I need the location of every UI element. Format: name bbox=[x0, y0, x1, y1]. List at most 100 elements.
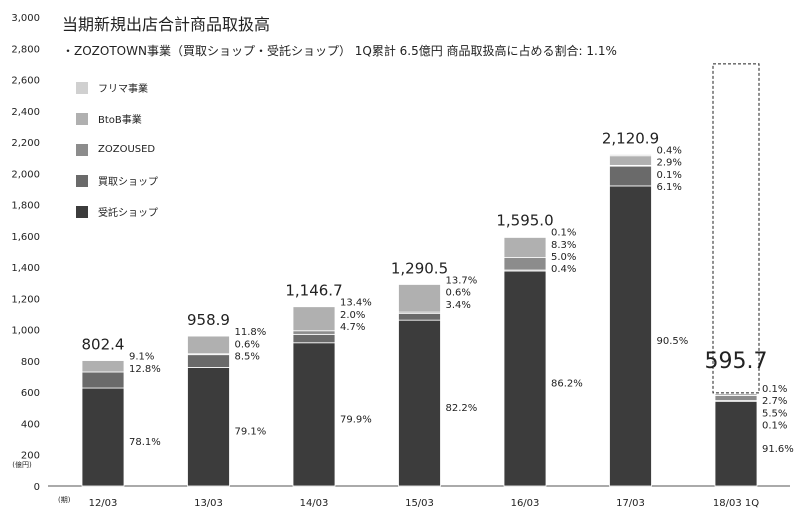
bar-segment bbox=[187, 367, 230, 487]
legend-item-zozoused: ZOZOUSED bbox=[76, 134, 216, 165]
bar-total-label: 802.4 bbox=[82, 336, 125, 354]
segment-percent-label: 13.7% bbox=[446, 275, 478, 286]
bar-segment bbox=[714, 395, 758, 401]
bar-segment bbox=[609, 155, 652, 166]
segment-percent-label: 79.9% bbox=[340, 414, 372, 425]
segment-percent-label: 90.5% bbox=[657, 336, 689, 347]
segment-percent-label: 91.6% bbox=[762, 444, 794, 455]
segment-percent-label: 13.4% bbox=[340, 298, 372, 309]
legend-item-btob: BtoB事業 bbox=[76, 103, 216, 134]
bar-total-label: 1,290.5 bbox=[391, 259, 448, 277]
bar-segment bbox=[187, 354, 230, 368]
y-tick-label: 2,000 bbox=[11, 169, 40, 180]
bar-segment bbox=[81, 387, 125, 487]
segment-percent-label: 0.4% bbox=[657, 145, 682, 156]
legend-swatch-zozoused bbox=[76, 143, 88, 156]
segment-percent-label: 2.0% bbox=[340, 310, 365, 321]
segment-percent-label: 3.4% bbox=[446, 300, 471, 311]
bar-segment bbox=[609, 154, 652, 157]
bar-segment bbox=[292, 333, 336, 344]
legend-label-jutaku: 受託ショップ bbox=[98, 208, 158, 219]
bar-segment bbox=[81, 360, 125, 373]
y-tick-label: 3,000 bbox=[11, 13, 40, 24]
segment-percent-label: 0.1% bbox=[551, 228, 576, 239]
x-axis-period-label: (期) bbox=[58, 496, 71, 504]
segment-percent-label: 2.7% bbox=[762, 396, 787, 407]
y-tick-label: 200 bbox=[21, 451, 40, 462]
bar-segment bbox=[503, 270, 547, 487]
y-tick-label: 0 bbox=[34, 482, 40, 493]
legend-swatch-jutaku bbox=[76, 205, 88, 218]
segment-percent-label: 8.3% bbox=[551, 240, 576, 251]
bar-segment bbox=[503, 236, 547, 258]
bar-segment bbox=[609, 185, 652, 487]
segment-percent-label: 9.1% bbox=[129, 352, 154, 363]
y-tick-label: 1,600 bbox=[11, 232, 40, 243]
bar-segment bbox=[714, 400, 758, 487]
legend-label-flea-market: フリマ事業 bbox=[98, 84, 148, 95]
y-tick-label: 1,200 bbox=[11, 294, 40, 305]
bar-total-label: 595.7 bbox=[705, 349, 768, 374]
bar-segment bbox=[81, 371, 125, 389]
legend-item-jutaku: 受託ショップ bbox=[76, 196, 216, 227]
y-tick-label: 2,400 bbox=[11, 107, 40, 118]
y-tick-label: 1,000 bbox=[11, 326, 40, 337]
segment-percent-label: 5.5% bbox=[762, 408, 787, 419]
bar-segment bbox=[292, 330, 336, 335]
bar-total-label: 958.9 bbox=[187, 311, 230, 329]
x-tick-label: 14/03 bbox=[300, 498, 329, 509]
y-tick-label: 2,600 bbox=[11, 76, 40, 87]
legend-item-flea-market: フリマ事業 bbox=[76, 72, 216, 103]
legend-label-zozoused: ZOZOUSED bbox=[98, 144, 156, 155]
segment-percent-label: 11.8% bbox=[235, 327, 267, 338]
legend-item-kaitori: 買取ショップ bbox=[76, 165, 216, 196]
bar-segment bbox=[398, 284, 441, 313]
dashed-outline bbox=[712, 63, 760, 394]
x-tick-label: 13/03 bbox=[194, 498, 223, 509]
y-tick-label: 2,200 bbox=[11, 138, 40, 149]
y-axis-unit: (億円) bbox=[12, 461, 32, 469]
bar-total-label: 1,146.7 bbox=[285, 282, 342, 300]
chart-subtitle: ・ZOZOTOWN事業（買取ショップ・受託ショップ） 1Q累計 6.5億円 商品… bbox=[62, 44, 617, 58]
segment-percent-label: 0.1% bbox=[657, 170, 682, 181]
x-tick-label: 18/03 1Q bbox=[713, 498, 759, 509]
x-tick-label: 16/03 bbox=[511, 498, 540, 509]
y-tick-label: 600 bbox=[21, 388, 40, 399]
bar-total-label: 1,595.0 bbox=[496, 212, 553, 230]
y-tick-label: 1,400 bbox=[11, 263, 40, 274]
legend-swatch-kaitori bbox=[76, 174, 88, 187]
y-tick-label: 800 bbox=[21, 357, 40, 368]
segment-percent-label: 5.0% bbox=[551, 252, 576, 263]
bar-total-label: 2,120.9 bbox=[602, 129, 659, 147]
segment-percent-label: 0.4% bbox=[551, 264, 576, 275]
bar-segment bbox=[503, 257, 547, 271]
bar-segment bbox=[292, 342, 336, 487]
bar-segment bbox=[398, 319, 441, 487]
segment-percent-label: 4.7% bbox=[340, 322, 365, 333]
x-tick-label: 17/03 bbox=[616, 498, 645, 509]
segment-percent-label: 12.8% bbox=[129, 364, 161, 375]
bar-segment bbox=[609, 165, 652, 187]
bar-segment bbox=[398, 312, 441, 321]
segment-percent-label: 82.2% bbox=[446, 403, 478, 414]
legend: フリマ事業 BtoB事業 ZOZOUSED 買取ショップ 受託ショップ bbox=[76, 72, 216, 227]
legend-swatch-flea-market bbox=[76, 81, 88, 94]
legend-label-btob: BtoB事業 bbox=[98, 115, 142, 126]
segment-percent-label: 0.1% bbox=[762, 384, 787, 395]
segment-percent-label: 86.2% bbox=[551, 379, 583, 390]
x-tick-label: 12/03 bbox=[89, 498, 118, 509]
segment-percent-label: 0.6% bbox=[235, 339, 260, 350]
y-tick-label: 400 bbox=[21, 419, 40, 430]
y-tick-label: 2,800 bbox=[11, 44, 40, 55]
segment-percent-label: 78.1% bbox=[129, 437, 161, 448]
legend-label-kaitori: 買取ショップ bbox=[98, 177, 158, 188]
chart-title: 当期新規出店合計商品取扱高 bbox=[62, 15, 271, 34]
bar-segment bbox=[292, 306, 336, 332]
segment-percent-label: 2.9% bbox=[657, 158, 682, 169]
y-tick-label: 1,800 bbox=[11, 201, 40, 212]
segment-percent-label: 6.1% bbox=[657, 182, 682, 193]
segment-percent-label: 79.1% bbox=[235, 427, 267, 438]
bar-segment bbox=[187, 335, 230, 355]
